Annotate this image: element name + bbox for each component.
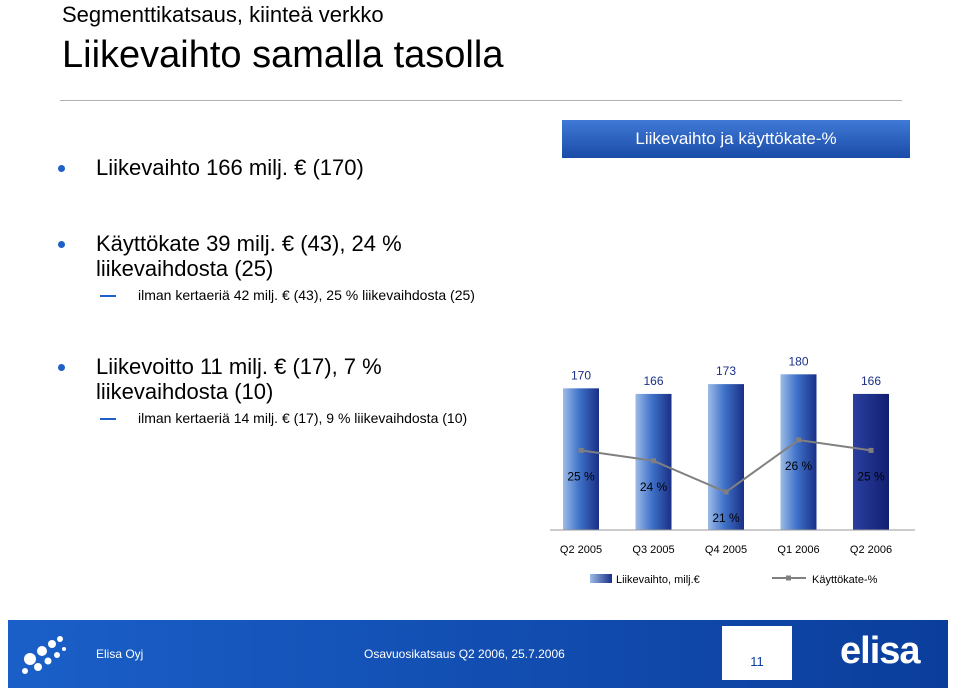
- chart-header: Liikevaihto ja käyttökate-%: [562, 120, 910, 158]
- x-tick-label: Q3 2005: [632, 544, 674, 556]
- bar-q1-2006: [780, 374, 817, 530]
- line-value-label: 21 %: [712, 511, 740, 525]
- ebitda-margin-point: [796, 437, 801, 443]
- page-number-box: 11: [722, 626, 792, 680]
- legend-bar-swatch: [590, 574, 612, 583]
- elisa-dots-logo-icon: [22, 636, 66, 674]
- bullet-text-line2: liikevaihdosta (25): [96, 256, 274, 281]
- line-value-label: 24 %: [640, 480, 668, 494]
- x-tick-label: Q2 2006: [850, 544, 892, 556]
- x-tick-label: Q2 2005: [560, 544, 602, 556]
- sub-bullet-text: ilman kertaeriä 42 milj. € (43), 25 % li…: [138, 287, 475, 303]
- bar-value-label: 180: [788, 354, 808, 368]
- sub-bullet-dash: [100, 295, 116, 297]
- footer-bar: Elisa Oyj Osavuosikatsaus Q2 2006, 25.7.…: [8, 620, 948, 688]
- ebitda-margin-point: [868, 447, 874, 453]
- elisa-logo: elisa: [840, 630, 921, 672]
- x-tick-label: Q4 2005: [705, 544, 747, 556]
- bar-value-label: 173: [716, 364, 736, 378]
- footer-report-title: Osavuosikatsaus Q2 2006, 25.7.2006: [364, 647, 565, 661]
- ebitda-margin-point: [578, 447, 584, 453]
- bar-q2-2005: [563, 388, 599, 530]
- legend-bar-label: Liikevaihto, milj.€: [616, 574, 700, 586]
- bullet-dot: [58, 364, 65, 371]
- ebitda-margin-point: [651, 458, 656, 464]
- bullet-text: Liikevaihto 166 milj. € (170): [96, 155, 364, 180]
- bullet-text-line1: Käyttökate 39 milj. € (43), 24 %: [96, 231, 402, 256]
- bullet-dot: [58, 241, 65, 248]
- bar-value-label: 170: [571, 368, 591, 382]
- slide-subtitle: Segmenttikatsaus, kiinteä verkko: [62, 2, 384, 27]
- footer-company: Elisa Oyj: [96, 647, 144, 661]
- sub-bullet-text: ilman kertaeriä 14 milj. € (17), 9 % lii…: [138, 410, 468, 426]
- bar-value-label: 166: [643, 374, 663, 388]
- legend-line-label: Käyttökate-%: [812, 574, 878, 586]
- bullet-dot: [58, 165, 65, 172]
- revenue-ebitda-chart: 170 166 173 180 166 25 % 24 % 21 % 26 % 25 % Q2 …: [550, 354, 915, 586]
- line-value-label: 25 %: [857, 469, 885, 483]
- bar-q2-2006: [853, 393, 889, 530]
- page-number: 11: [750, 654, 764, 669]
- ebitda-margin-point: [723, 489, 729, 495]
- line-value-label: 25 %: [567, 469, 595, 483]
- legend-line-marker: [786, 575, 791, 581]
- sub-bullet-dash: [100, 418, 116, 420]
- bullet-text-line1: Liikevoitto 11 milj. € (17), 7 %: [96, 354, 382, 379]
- x-tick-label: Q1 2006: [777, 544, 819, 556]
- line-value-label: 26 %: [785, 459, 813, 473]
- bar-value-label: 166: [861, 374, 881, 388]
- bar-q4-2005: [708, 384, 744, 530]
- slide-title: Liikevaihto samalla tasolla: [62, 34, 504, 76]
- bullet-text-line2: liikevaihdosta (10): [96, 379, 274, 404]
- title-divider: [60, 100, 902, 101]
